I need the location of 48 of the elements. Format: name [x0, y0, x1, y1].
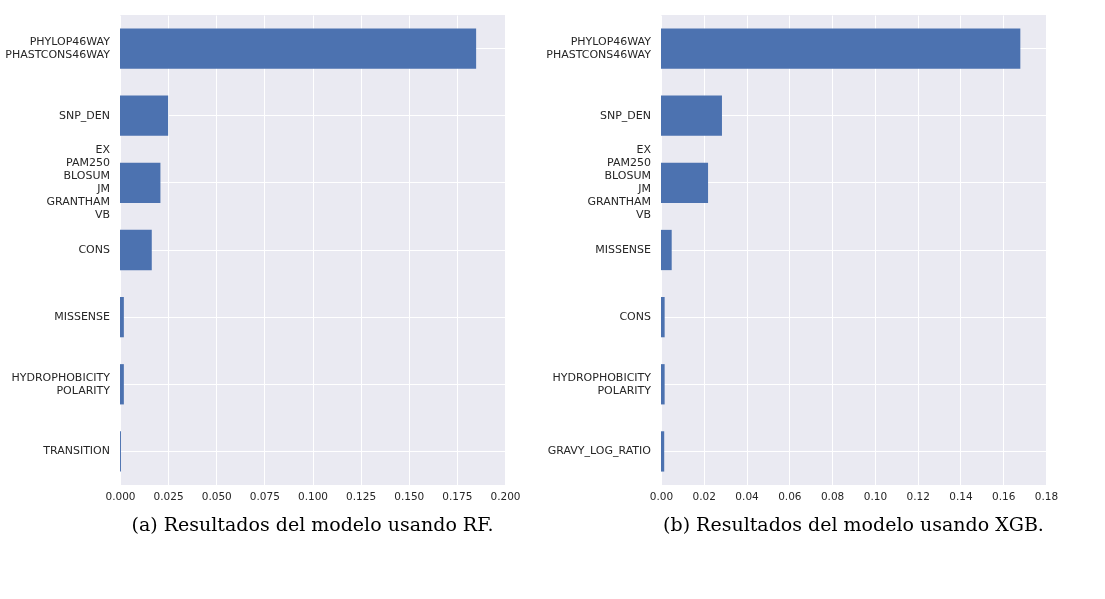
y-tick-label: EX PAM250 BLOSUM JM GRANTHAM VB — [46, 143, 111, 222]
x-tick-label: 0.16 — [992, 489, 1016, 502]
x-tick-label: 0.18 — [1034, 489, 1059, 502]
y-tick-label: TRANSITION — [42, 444, 110, 458]
x-tick-label: 0.175 — [442, 489, 473, 502]
bar — [120, 162, 161, 203]
x-tick-label: 0.050 — [201, 489, 232, 502]
text: (b) Resultados del modelo usando XGB. — [663, 512, 1044, 535]
x-tick-label: 0.02 — [692, 489, 716, 502]
x-tick-label: 0.100 — [297, 489, 329, 502]
bar — [661, 431, 665, 472]
y-tick-label: HYDROPHOBICITY POLARITY — [11, 370, 111, 397]
bar — [120, 95, 169, 136]
x-tick-label: 0.200 — [490, 489, 521, 502]
y-tick-label: GRAVY_LOG_RATIO — [547, 444, 652, 458]
x-tick-label: 0.025 — [153, 489, 184, 502]
bar — [661, 364, 665, 405]
bar — [120, 297, 124, 338]
x-tick-label: 0.06 — [778, 489, 802, 502]
y-tick-label: EX PAM250 BLOSUM JM GRANTHAM VB — [587, 143, 652, 222]
x-tick-label: 0.075 — [249, 489, 280, 502]
y-tick-label: PHYLOP46WAY PHASTCONS46WAY — [5, 35, 111, 62]
y-tick-label: SNP_DEN — [600, 108, 651, 122]
x-tick-label: 0.10 — [863, 489, 888, 502]
bar — [661, 95, 722, 136]
y-tick-label: CONS — [619, 310, 651, 324]
x-tick-label: 0.00 — [649, 489, 674, 502]
x-tick-label: 0.04 — [735, 489, 760, 502]
x-tick-label: 0.125 — [346, 489, 377, 502]
y-tick-label: MISSENSE — [595, 243, 652, 256]
bar — [120, 28, 477, 69]
y-tick-label: SNP_DEN — [59, 108, 110, 122]
x-tick-label: 0.150 — [394, 489, 425, 502]
y-tick-label: CONS — [78, 243, 110, 256]
y-tick-label: MISSENSE — [54, 310, 111, 324]
bar — [661, 229, 672, 271]
x-tick-label: 0.12 — [906, 489, 930, 502]
bar — [120, 364, 124, 405]
bar — [120, 229, 152, 271]
bar — [661, 28, 1021, 69]
x-tick-label: 0.000 — [105, 489, 136, 502]
y-tick-label: HYDROPHOBICITY POLARITY — [552, 370, 652, 397]
bar — [661, 297, 665, 338]
y-tick-label: PHYLOP46WAY PHASTCONS46WAY — [546, 35, 652, 62]
x-tick-label: 0.14 — [949, 489, 973, 502]
x-tick-label: 0.08 — [820, 489, 845, 502]
bar — [661, 162, 709, 203]
text: (a) Resultados del modelo usando RF. — [131, 512, 494, 535]
